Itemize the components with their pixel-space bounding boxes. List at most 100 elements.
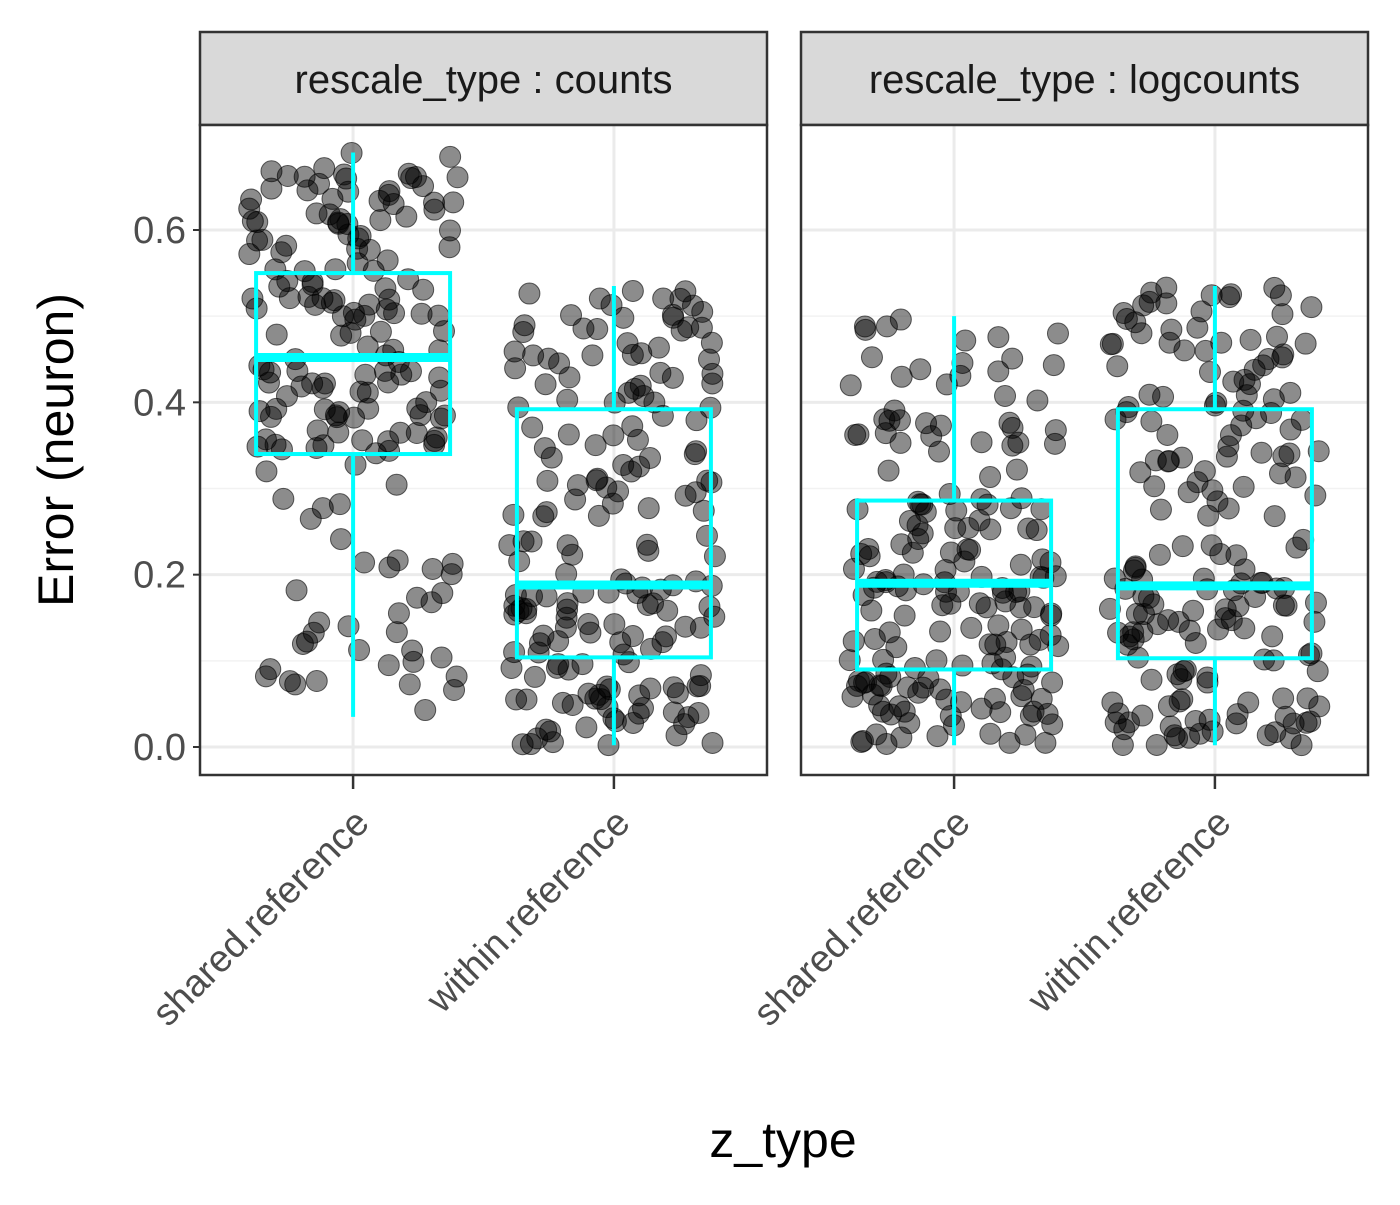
data-point bbox=[1132, 294, 1155, 317]
data-point bbox=[503, 340, 526, 363]
panel-border bbox=[799, 123, 1370, 777]
data-point bbox=[1111, 734, 1134, 757]
data-point bbox=[939, 705, 962, 728]
data-point bbox=[398, 673, 421, 696]
data-point bbox=[639, 446, 662, 469]
data-point bbox=[425, 426, 448, 449]
data-point bbox=[1263, 276, 1286, 299]
data-point bbox=[577, 613, 600, 636]
data-point bbox=[1171, 446, 1194, 469]
data-point bbox=[1101, 691, 1124, 714]
data-point bbox=[1295, 711, 1318, 734]
data-point bbox=[893, 604, 916, 627]
data-point bbox=[674, 280, 697, 303]
data-point bbox=[929, 678, 952, 701]
data-point bbox=[329, 208, 352, 231]
data-point bbox=[442, 191, 465, 214]
data-point bbox=[1306, 660, 1329, 683]
data-point bbox=[1115, 307, 1138, 330]
data-point bbox=[1207, 618, 1230, 641]
data-point bbox=[875, 315, 898, 338]
x-tick-label: within.reference bbox=[1019, 802, 1239, 1022]
data-point bbox=[427, 304, 450, 327]
data-point bbox=[842, 630, 865, 653]
data-point bbox=[296, 179, 319, 202]
data-point bbox=[626, 428, 649, 451]
data-point bbox=[1104, 408, 1127, 431]
data-point bbox=[1300, 296, 1323, 319]
data-point bbox=[636, 533, 659, 556]
data-point bbox=[556, 598, 579, 621]
data-point bbox=[968, 592, 991, 615]
data-point bbox=[1233, 558, 1256, 581]
box-iqr bbox=[1115, 407, 1314, 661]
data-point bbox=[1186, 316, 1209, 339]
data-point bbox=[406, 586, 429, 609]
data-point bbox=[647, 336, 670, 359]
data-point bbox=[330, 324, 353, 347]
data-point bbox=[898, 712, 921, 735]
data-point bbox=[1272, 445, 1295, 468]
data-point bbox=[871, 700, 894, 723]
data-point bbox=[893, 700, 916, 723]
data-point bbox=[691, 300, 714, 323]
data-point bbox=[545, 656, 568, 679]
data-point bbox=[385, 621, 408, 644]
data-point bbox=[378, 439, 401, 462]
data-point bbox=[878, 621, 901, 644]
data-point bbox=[558, 366, 581, 389]
data-point bbox=[276, 164, 299, 187]
data-point bbox=[438, 219, 461, 242]
data-point bbox=[374, 277, 397, 300]
data-point bbox=[387, 602, 410, 625]
data-point bbox=[297, 285, 320, 308]
data-point bbox=[588, 287, 611, 310]
data-point bbox=[412, 278, 435, 301]
data-point bbox=[302, 621, 325, 644]
data-point bbox=[1222, 370, 1245, 393]
data-point bbox=[1178, 726, 1201, 749]
data-point bbox=[1140, 281, 1163, 304]
data-point bbox=[1177, 481, 1200, 504]
data-point bbox=[662, 676, 685, 699]
data-point bbox=[246, 229, 269, 252]
data-point bbox=[1010, 487, 1033, 510]
x-tick-label: within.reference bbox=[418, 802, 638, 1022]
data-point bbox=[423, 191, 446, 214]
data-point bbox=[285, 579, 308, 602]
data-point bbox=[880, 703, 903, 726]
data-point bbox=[674, 615, 697, 638]
data-point bbox=[406, 397, 429, 420]
data-point bbox=[512, 321, 535, 344]
data-point bbox=[327, 421, 350, 444]
data-point bbox=[445, 665, 468, 688]
data-point bbox=[1269, 284, 1292, 307]
data-point bbox=[944, 517, 967, 540]
data-point bbox=[1197, 504, 1220, 527]
data-point bbox=[1155, 276, 1178, 299]
data-point bbox=[265, 323, 288, 346]
data-point bbox=[523, 665, 546, 688]
data-point bbox=[1155, 292, 1178, 315]
data-point bbox=[377, 430, 400, 453]
data-point bbox=[1122, 628, 1145, 651]
data-point bbox=[257, 371, 280, 394]
data-point bbox=[240, 188, 263, 211]
data-point bbox=[1145, 733, 1168, 756]
data-point bbox=[689, 616, 712, 639]
box-iqr bbox=[514, 407, 713, 660]
data-point bbox=[513, 314, 536, 337]
data-point bbox=[278, 670, 301, 693]
data-point bbox=[630, 342, 653, 365]
data-point bbox=[377, 183, 400, 206]
data-point bbox=[439, 145, 462, 168]
y-tick-label: 0.2 bbox=[133, 555, 186, 597]
data-point bbox=[1198, 361, 1221, 384]
data-point bbox=[561, 543, 584, 566]
data-point bbox=[533, 437, 556, 460]
data-point bbox=[1043, 432, 1066, 455]
data-point bbox=[1220, 609, 1243, 632]
data-point bbox=[1104, 711, 1127, 734]
data-point bbox=[1168, 690, 1191, 713]
